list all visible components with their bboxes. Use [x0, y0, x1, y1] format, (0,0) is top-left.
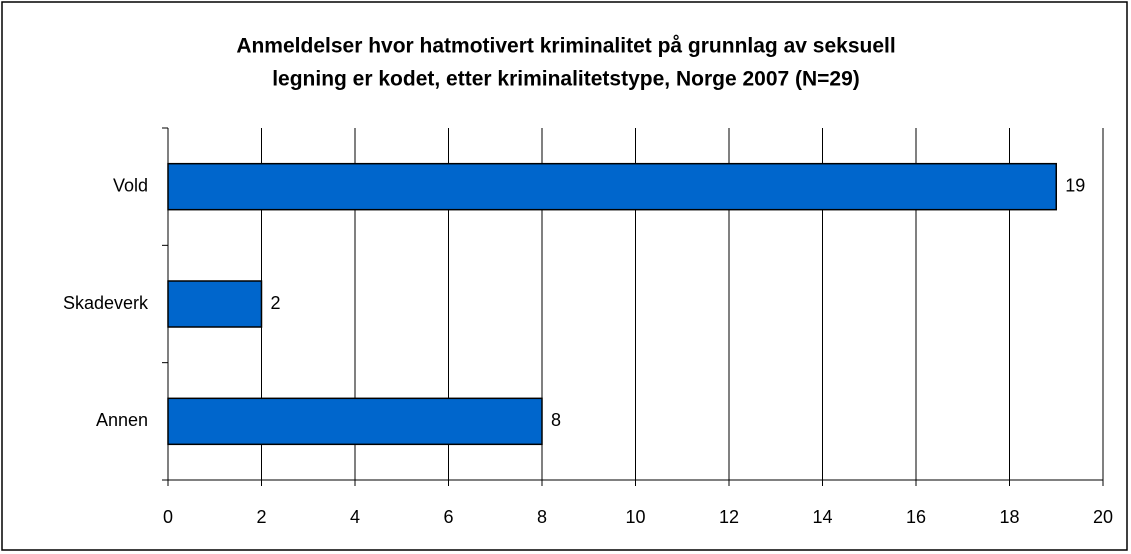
bar: [167, 162, 1057, 211]
data-label: 8: [551, 410, 561, 430]
x-tick-label: 6: [443, 507, 453, 527]
x-tick-label: 8: [537, 507, 547, 527]
x-tick-label: 12: [719, 507, 739, 527]
y-tick-label: Skadeverk: [63, 293, 149, 313]
y-tick-label: Vold: [113, 175, 148, 195]
x-tick-label: 20: [1093, 507, 1113, 527]
data-label: 2: [271, 293, 281, 313]
x-tick-label: 4: [350, 507, 360, 527]
x-tick-label: 16: [906, 507, 926, 527]
x-tick-label: 14: [812, 507, 832, 527]
x-tick-label: 2: [256, 507, 266, 527]
data-label: 19: [1065, 175, 1085, 195]
bar: [167, 280, 263, 328]
chart-title: Anmeldelser hvor hatmotivert kriminalite…: [236, 35, 895, 58]
x-tick-label: 18: [999, 507, 1019, 527]
chart-title: legning er kodet, etter kriminalitetstyp…: [272, 68, 860, 91]
x-tick-label: 0: [163, 507, 173, 527]
x-tick-label: 10: [625, 507, 645, 527]
bar: [167, 397, 543, 446]
y-tick-label: Annen: [96, 410, 148, 430]
